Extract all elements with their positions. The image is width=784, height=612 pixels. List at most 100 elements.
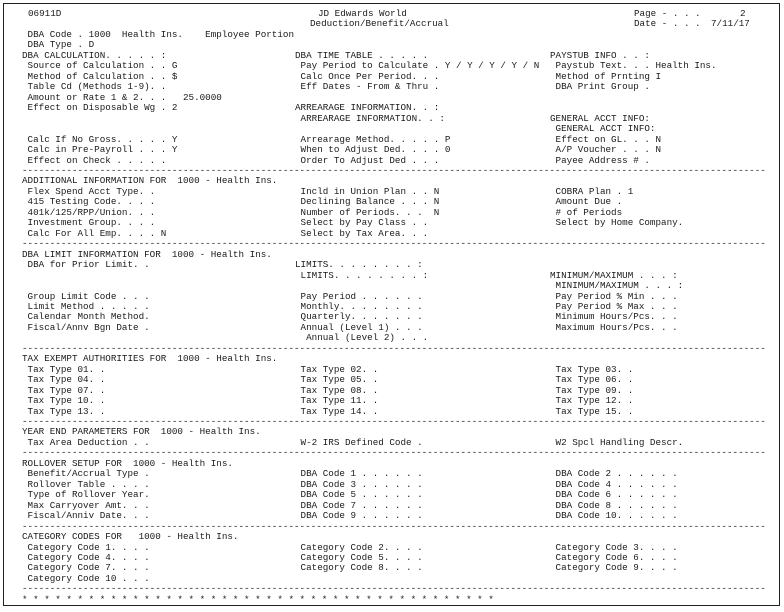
report-field: Method of Prnting I [550, 70, 662, 82]
section-heading: DBA CALCULATION. . . . . : [22, 49, 167, 61]
report-field: Max Carryover Amt. . . [22, 499, 150, 511]
report-field: Amount Due . [550, 196, 623, 208]
section-divider: ----------------------------------------… [22, 238, 766, 250]
report-field: Tax Type 14. . [295, 405, 379, 417]
section-divider: ----------------------------------------… [22, 520, 766, 532]
report-field: Payee Address # . [550, 154, 650, 166]
report-field: Tax Type 06. . [550, 374, 634, 386]
report-field: Calc If No Gross. . . . . Y [22, 133, 178, 145]
report-field: Tax Type 12. . [550, 395, 634, 407]
report-field: DBA Code 5 . . . . . . [295, 489, 423, 501]
report-field: DBA Code 6 . . . . . . [550, 489, 678, 501]
report-field: DBA Code 1 . . . . . . [295, 468, 423, 480]
report-field: DBA Code 4 . . . . . . [550, 478, 678, 490]
section-heading: DBA TIME TABLE . . . . . [295, 49, 429, 61]
report-field: Category Code 3. . . . [550, 541, 678, 553]
report-frame [3, 3, 780, 606]
report-field: Maximum Hours/Pcs. . . [550, 321, 678, 333]
report-end-stars: * * * * * * * * * * * * * * * * * * * * … [22, 593, 500, 605]
report-field: Order To Adjust Ded . . . [295, 154, 440, 166]
report-field: DBA Print Group . [550, 81, 650, 93]
section-heading: PAYSTUB INFO . . : [550, 49, 650, 61]
report-field: Investment Group. . . . [22, 217, 156, 229]
report-field: # of Periods [550, 206, 623, 218]
report-field: Tax Type 01. . [22, 363, 106, 375]
section-divider: ----------------------------------------… [22, 416, 766, 428]
report-field: Limit Method . . . . . [22, 300, 150, 312]
report-field: A/P Voucher . . . N [550, 144, 662, 156]
section-heading: TAX EXEMPT AUTHORITIES FOR 1000 - Health… [22, 353, 278, 365]
report-field: DBA Code 8 . . . . . . [550, 499, 678, 511]
report-field: Paystub Text. . . Health Ins. [550, 60, 717, 72]
report-field: Declining Balance . . . N [295, 196, 440, 208]
report-field: Effect on Disposable Wg . 2 [22, 102, 178, 114]
section-divider: ----------------------------------------… [22, 447, 766, 459]
report-field: Tax Type 09. . [550, 384, 634, 396]
section-heading: DBA LIMIT INFORMATION FOR 1000 - Health … [22, 248, 272, 260]
system-title: JD Edwards World [318, 8, 407, 19]
report-field: Category Code 7. . . . [22, 562, 150, 574]
section-heading: YEAR END PARAMETERS FOR 1000 - Health In… [22, 426, 261, 438]
report-field: Category Code 1. . . . [22, 541, 150, 553]
report-field: Fiscal/Annv Bgn Date . [22, 321, 150, 333]
report-field: Select by Home Company. [550, 217, 684, 229]
report-field: Amount or Rate 1 & 2. . . 25.0000 [22, 91, 222, 103]
report-field: Annual (Level 2) . . . [295, 332, 429, 344]
report-field: Category Code 6. . . . [550, 552, 678, 563]
report-field: Number of Periods. . . N [295, 206, 440, 218]
report-field: ARREARAGE INFORMATION. . : [295, 112, 445, 124]
report-field: Pay Period to Calculate . Y / Y / Y / Y … [295, 60, 540, 72]
date-label: Date - . . . [634, 18, 701, 29]
section-heading: CATEGORY CODES FOR 1000 - Health Ins. [22, 531, 239, 543]
report-field: Category Code 4. . . . [22, 552, 150, 563]
report-field: Tax Type 03. . [550, 363, 634, 375]
report-field: DBA Type . D [22, 39, 95, 51]
report-field: Arrearage Method. . . . . P [295, 133, 451, 145]
report-field: DBA Code . 1000 Health Ins. Employee Por… [22, 29, 294, 40]
report-field: Category Code 2. . . . [295, 541, 423, 553]
report-field: Select by Pay Class . . [295, 217, 429, 229]
report-field: DBA Code 3 . . . . . . [295, 478, 423, 490]
section-heading: GENERAL ACCT INFO: [550, 112, 650, 124]
report-field: Tax Type 08. . [295, 384, 379, 396]
report-field: Effect on Check . . . . . [22, 154, 167, 166]
report-field: Calc For All Emp. . . . N [22, 227, 167, 239]
report-field: Calendar Month Method. [22, 311, 150, 323]
report-field: Quarterly. . . . . . . [295, 311, 423, 323]
report-field: DBA Code 7 . . . . . . [295, 499, 423, 511]
report-field: Tax Type 05. . [295, 374, 379, 386]
page-label: Page - . . . [634, 8, 701, 19]
report-field: GENERAL ACCT INFO: [550, 123, 656, 135]
page-number: 2 [740, 8, 746, 19]
report-field: Annual (Level 1) . . . [295, 321, 423, 333]
report-field: Calc Once Per Period. . . [295, 70, 440, 82]
report-field: Source of Calculation . . G [22, 60, 178, 72]
section-heading: ROLLOVER SETUP FOR 1000 - Health Ins. [22, 457, 233, 469]
report-field: Pay Period % Min . . . [550, 290, 678, 302]
report-field: Effect on GL. . . N [550, 133, 662, 145]
section-heading: MINIMUM/MAXIMUM . . . : [550, 269, 678, 281]
report-field: COBRA Plan . 1 [550, 185, 634, 197]
report-field: Flex Spend Acct Type. . [22, 185, 156, 197]
section-heading: ADDITIONAL INFORMATION FOR 1000 - Health… [22, 175, 278, 187]
report-field: Incld in Union Plan . . N [295, 185, 440, 197]
report-field: W2 Spcl Handling Descr. [550, 436, 684, 448]
report-field: Calc in Pre-Payroll . . . Y [22, 144, 178, 156]
report-field: Tax Type 11. . [295, 395, 379, 407]
report-field: Tax Type 10. . [22, 395, 106, 407]
report-field: Benefit/Accrual Type . [22, 468, 150, 480]
report-field: Monthly. . . . . . . . [295, 300, 423, 312]
report-field: W-2 IRS Defined Code . [295, 436, 423, 448]
report-field: Category Code 8. . . . [295, 562, 423, 574]
report-id: 06911D [28, 8, 62, 19]
report-field: Category Code 9. . . . [550, 562, 678, 574]
report-field: DBA Code 9 . . . . . . [295, 510, 423, 522]
report-field: MINIMUM/MAXIMUM . . . : [550, 280, 684, 292]
report-field: DBA for Prior Limit. . [22, 259, 150, 271]
date-value: 7/11/17 [711, 18, 750, 29]
report-field: Category Code 10 . . . [22, 572, 150, 584]
report-field: Tax Type 15. . [550, 405, 634, 417]
section-heading: LIMITS. . . . . . . . : [295, 259, 423, 271]
section-divider: ----------------------------------------… [22, 164, 766, 176]
report-field: 415 Testing Code. . . . [22, 196, 156, 208]
